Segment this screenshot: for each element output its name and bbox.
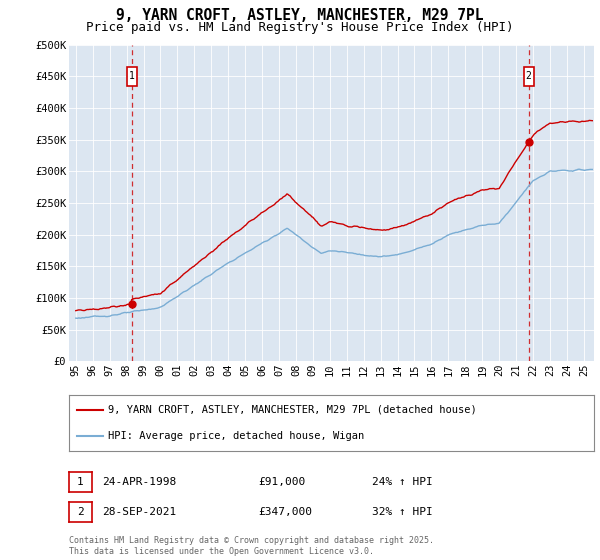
Text: 32% ↑ HPI: 32% ↑ HPI <box>372 507 433 517</box>
Text: 9, YARN CROFT, ASTLEY, MANCHESTER, M29 7PL (detached house): 9, YARN CROFT, ASTLEY, MANCHESTER, M29 7… <box>109 405 477 415</box>
Text: Contains HM Land Registry data © Crown copyright and database right 2025.
This d: Contains HM Land Registry data © Crown c… <box>69 536 434 556</box>
Text: £91,000: £91,000 <box>258 477 305 487</box>
Text: £347,000: £347,000 <box>258 507 312 517</box>
Text: 2: 2 <box>77 507 84 517</box>
Text: 9, YARN CROFT, ASTLEY, MANCHESTER, M29 7PL: 9, YARN CROFT, ASTLEY, MANCHESTER, M29 7… <box>116 8 484 24</box>
Text: 24-APR-1998: 24-APR-1998 <box>102 477 176 487</box>
Text: 1: 1 <box>129 72 134 81</box>
Text: HPI: Average price, detached house, Wigan: HPI: Average price, detached house, Wiga… <box>109 431 365 441</box>
Text: 24% ↑ HPI: 24% ↑ HPI <box>372 477 433 487</box>
Text: 1: 1 <box>77 477 84 487</box>
Text: Price paid vs. HM Land Registry's House Price Index (HPI): Price paid vs. HM Land Registry's House … <box>86 21 514 34</box>
FancyBboxPatch shape <box>127 67 137 86</box>
Text: 28-SEP-2021: 28-SEP-2021 <box>102 507 176 517</box>
Text: 2: 2 <box>526 72 532 81</box>
FancyBboxPatch shape <box>524 67 534 86</box>
